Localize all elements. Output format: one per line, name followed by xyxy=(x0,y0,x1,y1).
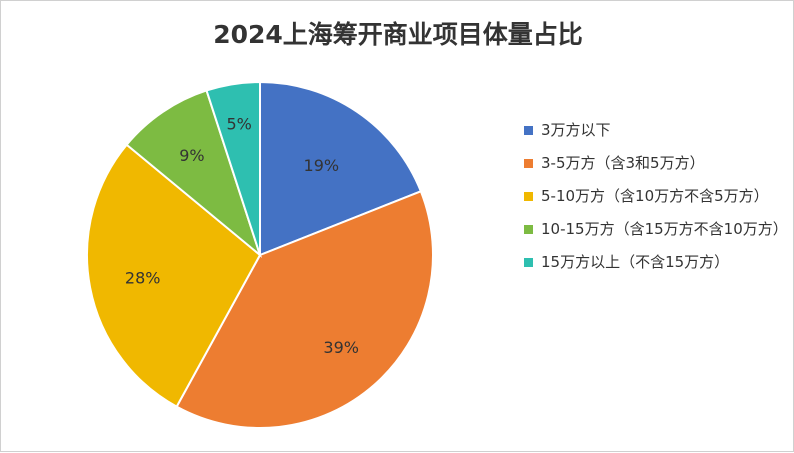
chart-title: 2024上海筹开商业项目体量占比 xyxy=(213,20,583,49)
pie-slice xyxy=(125,89,263,258)
legend-swatch xyxy=(524,192,533,201)
pie-slice xyxy=(259,80,423,257)
legend-item: 10-15万方（含15万方不含10万方） xyxy=(524,220,788,239)
legend-swatch xyxy=(524,258,533,267)
legend-item: 5-10万方（含10万方不含5万方） xyxy=(524,187,786,206)
legend-label: 10-15万方（含15万方不含10万方） xyxy=(541,220,788,238)
legend-label: 15万方以上（不含15万方） xyxy=(541,253,730,271)
legend-swatch xyxy=(524,126,533,135)
pie-slice xyxy=(175,190,434,429)
legend: 3万方以下 3-5万方（含3和5万方） 5-10万方（含10万方不含5万方） 10-1… xyxy=(524,121,788,286)
legend-swatch xyxy=(524,225,533,234)
pie-slice xyxy=(86,143,262,408)
legend-label: 3-5万方（含3和5万方） xyxy=(541,154,705,172)
slice-data-label: 19% xyxy=(304,156,340,175)
legend-swatch xyxy=(524,159,533,168)
legend-item: 15万方以上（不含15万方） xyxy=(524,253,786,272)
slice-data-label: 5% xyxy=(227,114,252,133)
legend-label: 5-10万方（含10万方不含5万方） xyxy=(541,187,769,205)
legend-item: 3万方以下 xyxy=(524,121,786,140)
slice-data-label: 28% xyxy=(125,268,161,287)
slice-data-label: 39% xyxy=(323,338,359,357)
pie-slice xyxy=(205,80,261,256)
slice-data-label: 9% xyxy=(179,146,204,165)
legend-label: 3万方以下 xyxy=(541,121,611,139)
legend-item: 3-5万方（含3和5万方） xyxy=(524,154,786,173)
